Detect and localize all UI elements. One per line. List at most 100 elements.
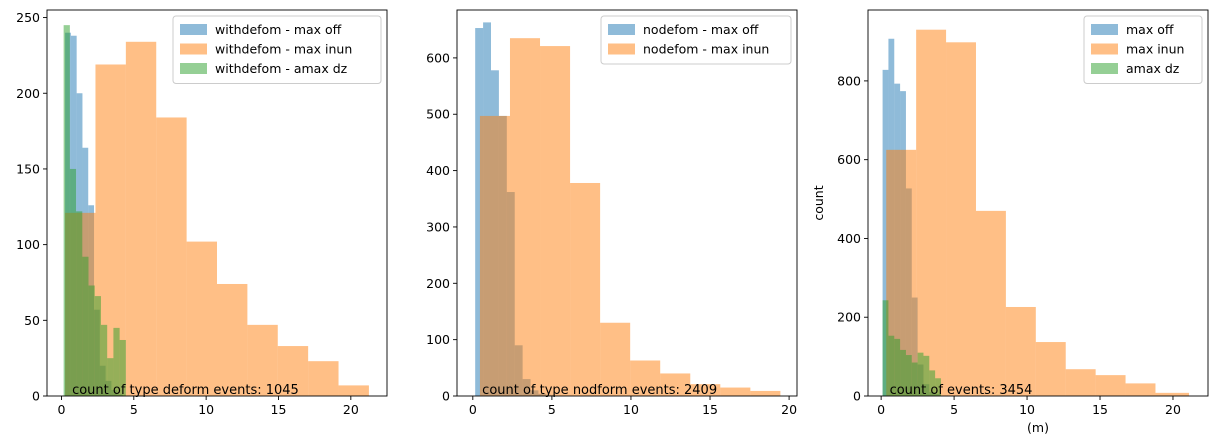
x-tick-label: 10 (198, 402, 214, 417)
histogram-bar (475, 28, 484, 397)
histogram-bar (750, 390, 781, 396)
histogram-bar (905, 355, 912, 396)
y-tick-label: 200 (16, 86, 40, 101)
legend-swatch (180, 24, 207, 35)
legend-swatch (180, 43, 207, 55)
histogram-bar (217, 283, 248, 396)
legend-swatch (1091, 43, 1118, 55)
axes-frame (867, 9, 1209, 397)
legend-entry-label: withdefom - amax dz (215, 61, 348, 76)
histogram-bar (107, 358, 114, 396)
histogram-bar (720, 387, 751, 396)
x-tick-label: 20 (781, 402, 797, 417)
series-nodefom-max-inun (479, 38, 781, 397)
histogram-bar (338, 385, 369, 396)
x-tick-label: 20 (343, 402, 359, 417)
histogram-bar (911, 362, 918, 396)
histogram-bar (94, 296, 101, 396)
legend: withdefom - max off withdefom - max inun w… (172, 15, 382, 84)
legend-swatch (608, 24, 635, 35)
y-tick-label: 250 (16, 10, 40, 25)
x-tick-label: 0 (877, 402, 885, 417)
legend-entry-label: max off (1126, 22, 1174, 37)
histogram-bar (600, 322, 631, 396)
x-tick-label: 10 (1019, 402, 1035, 417)
y-tick-label: 0 (442, 389, 450, 404)
legend-swatch (1091, 63, 1118, 74)
y-tick-label: 100 (426, 332, 450, 347)
y-tick-label: 400 (837, 231, 861, 246)
legend-entry-label: max inun (1126, 42, 1184, 57)
histogram-bar (888, 335, 895, 396)
legend-swatch (1091, 24, 1118, 35)
x-axis-label: (m) (1027, 420, 1049, 435)
y-axis-label: count (811, 185, 826, 220)
histogram-bar (113, 327, 120, 396)
y-tick-label: 100 (16, 237, 40, 252)
x-tick-label: 15 (271, 402, 287, 417)
x-tick-label: 5 (548, 402, 556, 417)
series-amax-dz (882, 300, 941, 396)
x-tick-label: 10 (623, 402, 639, 417)
histogram-bar (247, 324, 278, 396)
histogram-bar (125, 41, 157, 396)
histogram-bar (935, 378, 941, 396)
histogram-bar (100, 324, 108, 396)
histogram-bar (76, 211, 83, 396)
legend-swatch (608, 43, 635, 55)
histogram-bar (570, 182, 601, 396)
histogram-bar (975, 210, 1006, 396)
x-tick-label: 0 (469, 402, 477, 417)
y-tick-label: 600 (837, 152, 861, 167)
y-tick-label: 500 (426, 107, 450, 122)
legend-entry-label: amax dz (1126, 61, 1180, 76)
histogram-bar (917, 352, 924, 396)
y-tick-label: 0 (32, 389, 40, 404)
histogram-bar (277, 346, 309, 396)
y-tick-label: 200 (426, 276, 450, 291)
series-max-inun (886, 29, 1190, 396)
histogram-bar (923, 355, 930, 396)
histogram-bar (900, 349, 906, 396)
y-tick-label: 600 (426, 50, 450, 65)
y-tick-label: 800 (837, 73, 861, 88)
axes-frame (46, 9, 388, 397)
histogram-bar (1095, 375, 1126, 396)
event-count-annotation: count of type nodform events: 2409 (482, 383, 717, 398)
x-tick-label: 15 (1092, 402, 1108, 417)
histogram-bar (308, 361, 339, 396)
legend-entry-label: withdefom - max off (215, 22, 342, 37)
histogram-bar (479, 115, 510, 396)
x-tick-label: 5 (130, 402, 138, 417)
series-withdefom-amax-dz (63, 25, 126, 396)
legend-entry-label: withdefom - max inun (215, 42, 352, 57)
histogram-bar (186, 241, 217, 396)
legend-entry-label: nodefom - max inun (643, 42, 769, 57)
histogram-bar (540, 46, 571, 396)
x-tick-label: 15 (702, 402, 718, 417)
legend: max off max inun amax dz (1083, 15, 1203, 84)
y-tick-label: 50 (24, 313, 40, 328)
event-count-annotation: count of type deform events: 1045 (72, 383, 299, 398)
histogram-bar (1065, 369, 1096, 396)
legend-box (172, 15, 382, 84)
histogram-bar (82, 256, 89, 396)
histogram-bar (156, 117, 187, 396)
histogram-bar (63, 25, 70, 396)
histogram-bar (119, 339, 126, 396)
histogram-bar (630, 360, 661, 396)
histogram-bar (660, 373, 691, 396)
histogram-bar (509, 38, 541, 397)
legend-swatch (180, 63, 207, 74)
legend-box (600, 15, 792, 65)
event-count-annotation: count of events: 3454 (890, 383, 1033, 398)
histogram-bar (69, 168, 77, 396)
y-tick-label: 200 (837, 310, 861, 325)
y-tick-label: 400 (426, 163, 450, 178)
histogram-bar (88, 285, 95, 396)
histogram-bar (1125, 383, 1156, 396)
series-withdefom-max-inun (65, 41, 369, 397)
